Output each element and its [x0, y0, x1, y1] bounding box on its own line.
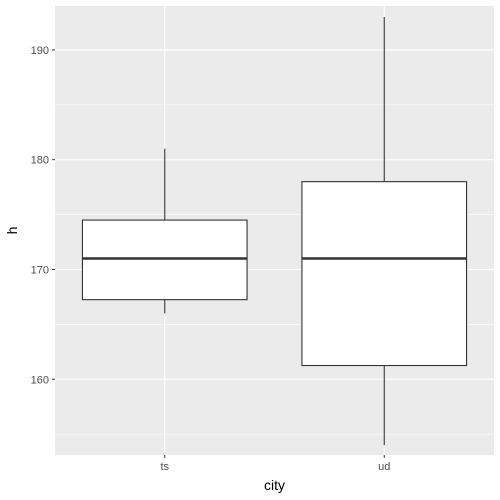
- box-ts: [81, 148, 248, 314]
- y-tick-label: 180: [31, 155, 49, 167]
- y-tick-label: 190: [31, 45, 49, 57]
- iqr-box: [301, 181, 468, 367]
- y-axis: 160 170 180 190: [31, 45, 55, 386]
- iqr-box: [81, 219, 248, 301]
- y-tick-label: 160: [31, 374, 49, 386]
- box-ud: [301, 16, 468, 446]
- x-tick-label: ts: [160, 461, 169, 473]
- x-axis: ts ud: [160, 455, 390, 473]
- x-axis-title: city: [264, 477, 285, 493]
- y-tick-label: 170: [31, 264, 49, 276]
- x-tick-label: ud: [378, 461, 390, 473]
- y-axis-title: h: [4, 227, 20, 235]
- boxes-layer: [81, 16, 468, 446]
